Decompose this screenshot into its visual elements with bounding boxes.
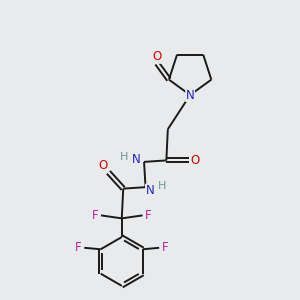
Text: N: N (146, 184, 154, 197)
Text: F: F (162, 241, 169, 254)
Text: H: H (158, 181, 166, 191)
Text: N: N (132, 153, 141, 166)
Text: O: O (98, 159, 108, 172)
Text: F: F (145, 209, 151, 222)
Text: N: N (186, 88, 194, 101)
Text: F: F (75, 241, 82, 254)
Text: O: O (152, 50, 162, 63)
Text: H: H (120, 152, 128, 162)
Text: O: O (190, 154, 200, 167)
Text: F: F (92, 209, 99, 222)
